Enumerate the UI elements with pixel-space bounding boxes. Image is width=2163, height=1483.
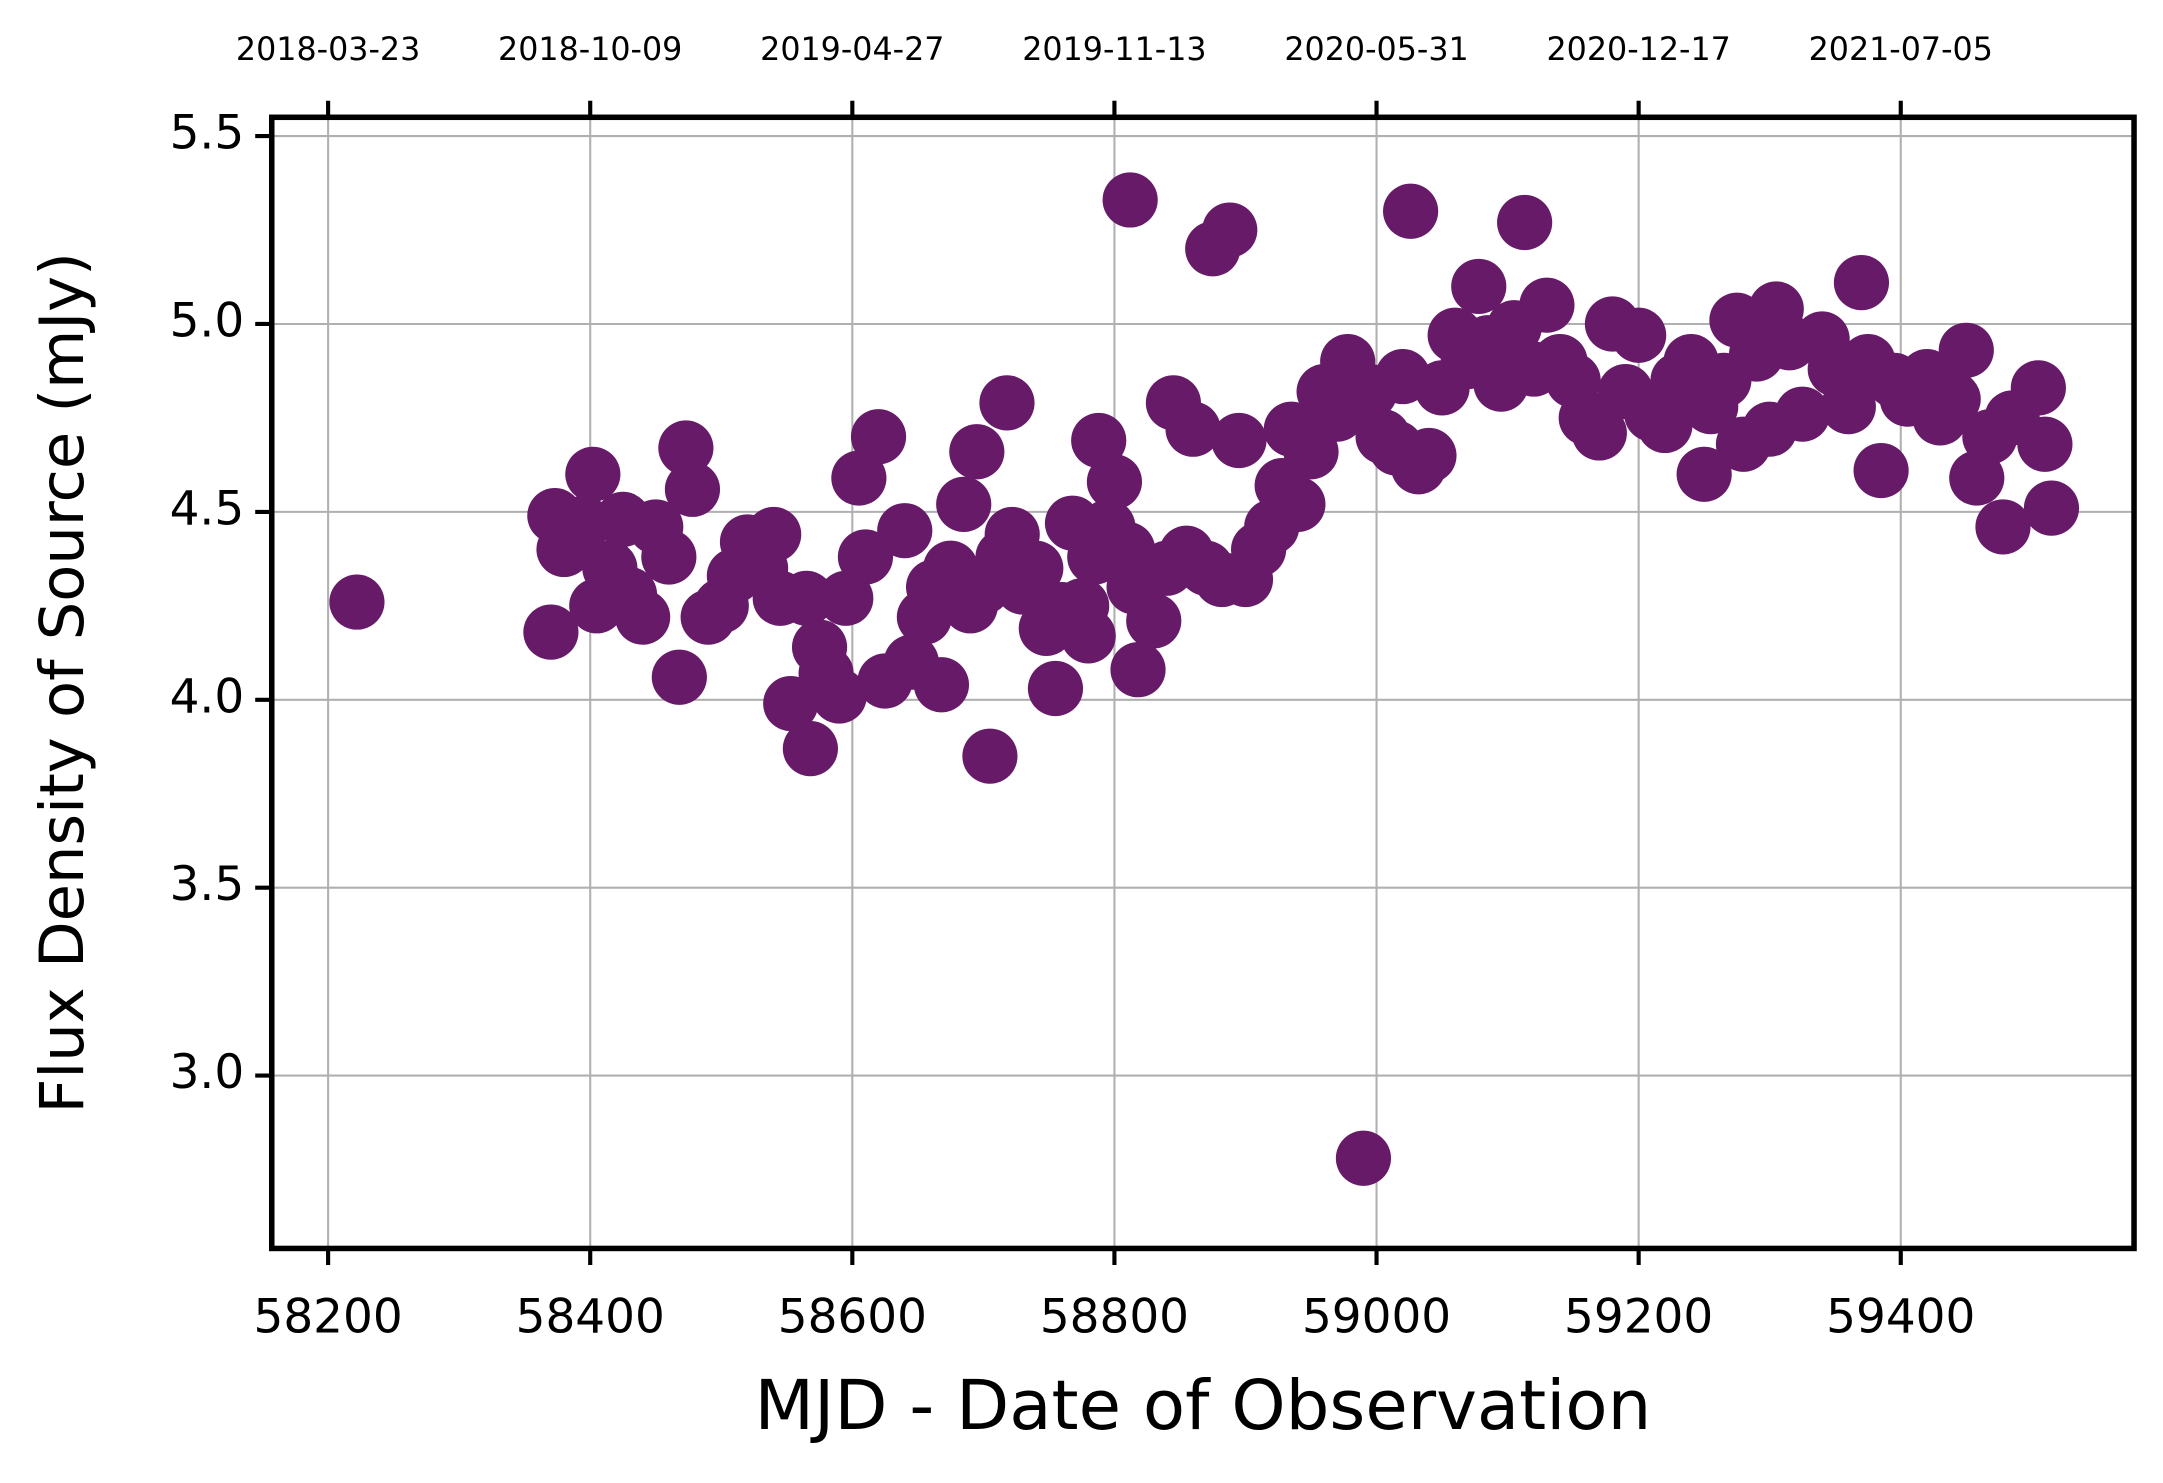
data-point bbox=[1060, 608, 1116, 664]
data-point bbox=[1102, 172, 1158, 228]
data-point bbox=[782, 721, 838, 777]
data-point bbox=[1211, 412, 1267, 469]
data-point bbox=[1270, 476, 1326, 532]
data-point bbox=[778, 570, 835, 626]
data-point bbox=[1071, 412, 1127, 469]
plot-frame bbox=[268, 114, 2137, 1252]
data-point bbox=[1110, 642, 1166, 698]
data-point bbox=[1202, 202, 1258, 258]
data-point bbox=[1086, 454, 1143, 510]
top-tick-label: 2020-12-17 bbox=[1546, 32, 1730, 68]
data-point bbox=[1975, 499, 2031, 555]
data-point bbox=[837, 529, 894, 585]
data-point bbox=[1383, 183, 1439, 239]
top-tick-label: 2019-04-27 bbox=[760, 32, 944, 68]
data-point bbox=[651, 649, 707, 705]
data-point bbox=[1126, 593, 1182, 649]
data-point bbox=[615, 589, 671, 645]
data-point bbox=[1637, 397, 1693, 454]
data-point bbox=[831, 450, 887, 506]
y-tick-label: 5.5 bbox=[170, 106, 245, 161]
data-point bbox=[664, 461, 721, 517]
x-tick-label: 58800 bbox=[1040, 1290, 1189, 1345]
data-point bbox=[1925, 371, 1981, 427]
y-tick-label: 5.0 bbox=[170, 293, 245, 348]
x-tick-label: 59200 bbox=[1564, 1290, 1713, 1345]
x-tick-label: 59400 bbox=[1826, 1290, 1975, 1345]
data-point bbox=[877, 503, 933, 559]
data-point bbox=[641, 529, 697, 585]
data-point bbox=[1451, 258, 1507, 314]
data-point bbox=[818, 570, 874, 626]
data-point bbox=[979, 375, 1035, 431]
data-point bbox=[949, 424, 1005, 480]
data-point bbox=[1165, 401, 1221, 457]
y-tick-label: 3.5 bbox=[170, 857, 245, 912]
data-point bbox=[1833, 255, 1890, 311]
data-point bbox=[565, 446, 621, 502]
data-point bbox=[1774, 386, 1831, 442]
data-point bbox=[2010, 360, 2066, 416]
data-point bbox=[1820, 379, 1876, 435]
data-point bbox=[936, 476, 992, 532]
data-point bbox=[2017, 416, 2073, 472]
data-point bbox=[1401, 427, 1457, 484]
data-point bbox=[1571, 405, 1627, 461]
data-point bbox=[850, 409, 907, 465]
data-point bbox=[1611, 307, 1667, 363]
top-tick-label: 2020-05-31 bbox=[1284, 32, 1468, 68]
data-point bbox=[1027, 660, 1084, 717]
data-point bbox=[913, 657, 970, 713]
top-tick-label: 2018-10-09 bbox=[498, 32, 682, 68]
x-tick-label: 58600 bbox=[778, 1290, 927, 1345]
x-tick-label: 58200 bbox=[254, 1290, 403, 1345]
data-point bbox=[1008, 540, 1064, 596]
top-tick-label: 2019-11-13 bbox=[1022, 32, 1206, 68]
data-point bbox=[1335, 1130, 1392, 1186]
data-point bbox=[1497, 194, 1553, 251]
data-point bbox=[811, 668, 867, 724]
data-point bbox=[962, 728, 1018, 784]
x-axis-label: MJD - Date of Observation bbox=[754, 1366, 1651, 1446]
data-point bbox=[2023, 480, 2080, 536]
data-point bbox=[1853, 442, 1909, 499]
data-point bbox=[1519, 277, 1575, 333]
data-point bbox=[746, 506, 802, 563]
y-tick-label: 4.0 bbox=[170, 669, 245, 724]
data-point bbox=[658, 420, 714, 476]
data-point bbox=[1938, 322, 1994, 378]
y-tick-label: 4.5 bbox=[170, 481, 245, 536]
data-point bbox=[329, 574, 385, 630]
y-tick-label: 3.0 bbox=[170, 1045, 245, 1100]
top-tick-label: 2021-07-05 bbox=[1809, 32, 1993, 68]
y-axis-label: Flux Density of Source (mJy) bbox=[28, 252, 98, 1113]
data-point bbox=[1676, 446, 1732, 502]
x-tick-label: 58400 bbox=[516, 1290, 665, 1345]
data-point bbox=[523, 604, 579, 660]
x-tick-label: 59000 bbox=[1302, 1290, 1451, 1345]
top-tick-label: 2018-03-23 bbox=[236, 32, 420, 68]
